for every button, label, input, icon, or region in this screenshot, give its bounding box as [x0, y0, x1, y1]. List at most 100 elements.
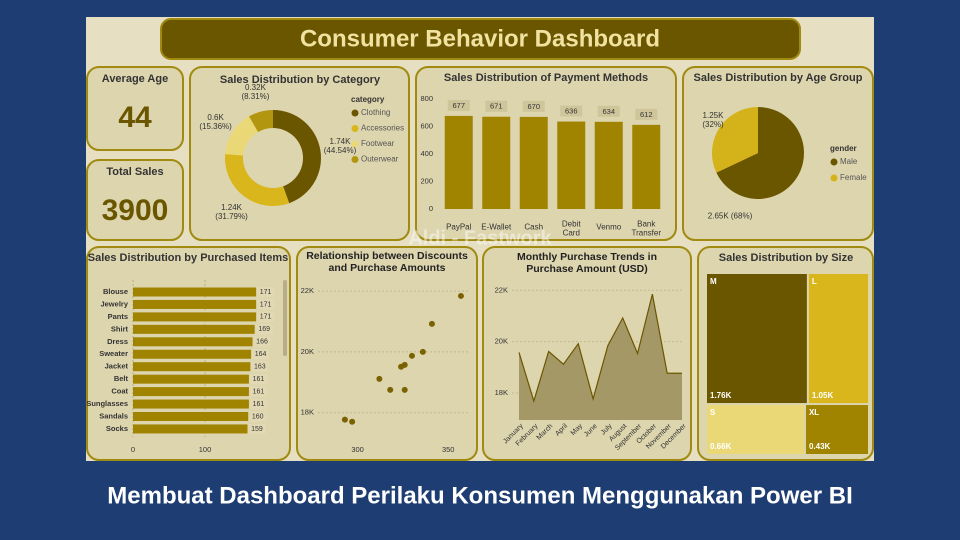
slice-label: 1.74K (44.54%): [323, 137, 357, 156]
y-tick-label: 400: [420, 149, 433, 158]
legend-label: Male: [840, 157, 858, 166]
value-label: 159: [251, 426, 263, 433]
bar: [444, 115, 473, 209]
donut-slice: [225, 116, 259, 156]
legend-marker: [351, 125, 359, 132]
point: [387, 386, 394, 393]
value-label-box: [597, 105, 620, 117]
value-label: 169: [258, 326, 270, 333]
card: [296, 246, 478, 461]
x-tick-label: 100: [199, 445, 212, 454]
tile-value: 1.05K: [812, 391, 834, 400]
area: [519, 294, 682, 420]
y-tick-label: Sunglasses: [86, 399, 128, 408]
chart-title: Relationship between Discounts and Purch…: [306, 250, 468, 274]
tile-value: 0.43K: [809, 442, 831, 451]
legend-label: Clothing: [361, 108, 390, 117]
bar: [133, 362, 251, 372]
donut-slice: [249, 110, 273, 132]
y-tick-label: Belt: [114, 374, 129, 383]
slice-label: 0.32K (8.31%): [241, 83, 270, 102]
treemap-tile: [707, 274, 807, 404]
value-label-box: [257, 299, 275, 310]
tile-label: L: [812, 277, 817, 286]
card: [86, 66, 184, 151]
chart-title: Sales Distribution by Category: [220, 74, 381, 86]
bar: [557, 121, 586, 209]
legend-marker: [351, 156, 359, 163]
value-label-box: [255, 324, 273, 335]
y-tick-label: 600: [420, 121, 433, 130]
point: [457, 292, 464, 299]
donut-slice: [225, 153, 290, 206]
value-label: 612: [640, 110, 653, 119]
value-label-box: [447, 99, 470, 111]
bar: [133, 299, 257, 309]
point: [376, 375, 383, 382]
y-tick-label: Dress: [107, 337, 128, 346]
chart-title: Monthly Purchase Trends in Purchase Amou…: [516, 251, 658, 275]
slice-label: 0.6K (15.36%): [199, 112, 232, 131]
kpi-label: Average Age: [102, 73, 168, 85]
value-label: 171: [260, 289, 272, 296]
y-tick-label: Blouse: [103, 287, 128, 296]
caption: Membuat Dashboard Perilaku Konsumen Meng…: [107, 482, 852, 509]
y-tick-label: 22K: [301, 286, 314, 295]
y-tick-label: 20K: [495, 337, 508, 346]
value-label-box: [485, 100, 508, 112]
bar: [133, 349, 252, 359]
x-tick-label: Bank Transfer: [631, 219, 662, 238]
legend-marker: [351, 140, 359, 148]
point: [349, 418, 356, 425]
treemap-tile: [805, 405, 868, 454]
legend-label: Female: [840, 173, 867, 182]
chart-title: Sales Distribution of Payment Methods: [444, 72, 648, 84]
pie-slice: [716, 107, 805, 199]
slice-label: 1.24K (31.79%): [215, 202, 248, 221]
legend-title: category: [351, 95, 385, 104]
value-label: 677: [452, 101, 465, 110]
y-tick-label: 800: [420, 94, 433, 103]
bar: [519, 116, 548, 209]
value-label-box: [522, 100, 545, 112]
value-label: 161: [253, 376, 265, 383]
y-tick-label: 20K: [301, 347, 314, 356]
x-tick-label: Debit Card: [561, 219, 581, 238]
x-tick-label: 0: [131, 445, 135, 454]
bar: [133, 337, 253, 347]
x-tick-label: Venmo: [596, 222, 622, 232]
point: [401, 361, 408, 368]
y-tick-label: 0: [429, 204, 433, 213]
value-label: 161: [253, 388, 265, 395]
legend-title: gender: [830, 144, 857, 153]
value-label-box: [249, 411, 267, 422]
value-label: 164: [255, 351, 267, 358]
scrollbar: [283, 280, 287, 356]
x-tick-label: 300: [351, 445, 364, 454]
treemap-tile: [808, 274, 868, 404]
legend-label: Accessories: [361, 124, 404, 133]
tile-value: 0.66K: [710, 442, 732, 451]
value-label-box: [257, 287, 275, 297]
chart-title: Sales Distribution by Size: [719, 252, 853, 264]
bar: [632, 124, 661, 209]
bar: [133, 387, 249, 397]
value-label: 636: [565, 107, 578, 116]
bar: [133, 424, 248, 434]
y-tick-label: Shirt: [111, 324, 129, 333]
y-tick-label: Sweater: [99, 349, 128, 358]
value-label: 166: [256, 339, 268, 346]
value-label-box: [249, 386, 267, 397]
value-label-box: [253, 336, 271, 347]
value-label-box: [257, 311, 275, 322]
x-tick-label: E-Wallet: [481, 222, 512, 232]
chart-title: Sales Distribution by Age Group: [694, 72, 863, 84]
treemap-tile: [707, 405, 804, 454]
legend-label: Footwear: [361, 139, 395, 148]
value-label: 171: [260, 301, 272, 308]
value-label-box: [249, 374, 267, 385]
line: [518, 293, 682, 404]
bar: [133, 399, 249, 409]
